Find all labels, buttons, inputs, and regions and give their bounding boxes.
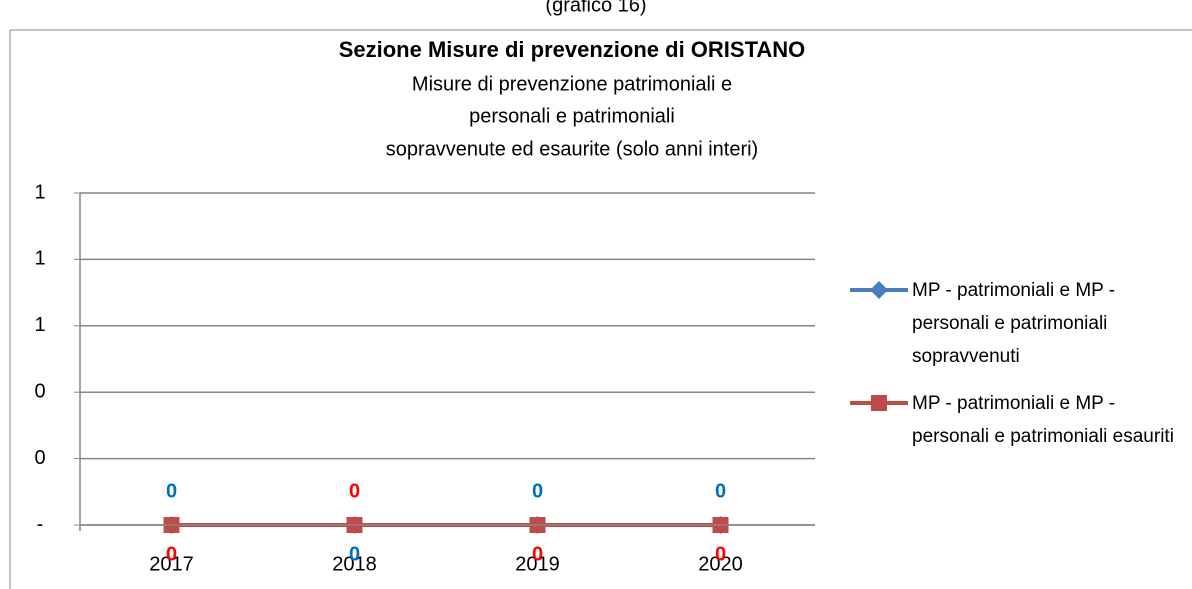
y-tick-label: 1 [34, 314, 45, 336]
y-tick-label: 0 [34, 380, 45, 402]
x-tick-label: 2019 [515, 553, 560, 575]
data-label: 0 [349, 480, 360, 502]
x-tick-label: 2018 [332, 553, 377, 575]
data-label: 0 [715, 480, 726, 502]
data-label: 0 [166, 480, 177, 502]
marker [870, 281, 888, 299]
chart-subtitle: sopravvenute ed esaurite (solo anni inte… [386, 138, 758, 160]
caption: (grafico 16) [545, 0, 646, 16]
y-tick-label: 1 [34, 181, 45, 203]
marker [871, 395, 887, 411]
y-tick-label: 1 [34, 248, 45, 270]
data-label: 0 [532, 480, 543, 502]
chart-subtitle: Misure di prevenzione patrimoniali e [412, 73, 732, 95]
y-tick-label: - [37, 513, 44, 535]
legend-label: MP - patrimoniali e MP - personali e pat… [912, 280, 1116, 367]
y-tick-label: 0 [34, 447, 45, 469]
data-label: 0 [532, 543, 543, 565]
legend-label: MP - patrimoniali e MP - personali e pat… [912, 393, 1174, 447]
chart-title: Sezione Misure di prevenzione di ORISTAN… [339, 37, 806, 62]
data-label: 0 [166, 543, 177, 565]
x-tick-label: 2020 [698, 553, 743, 575]
data-label: 0 [349, 543, 360, 565]
data-label: 0 [715, 543, 726, 565]
x-tick-label: 2017 [149, 553, 194, 575]
chart-subtitle: personali e patrimoniali [469, 105, 675, 127]
